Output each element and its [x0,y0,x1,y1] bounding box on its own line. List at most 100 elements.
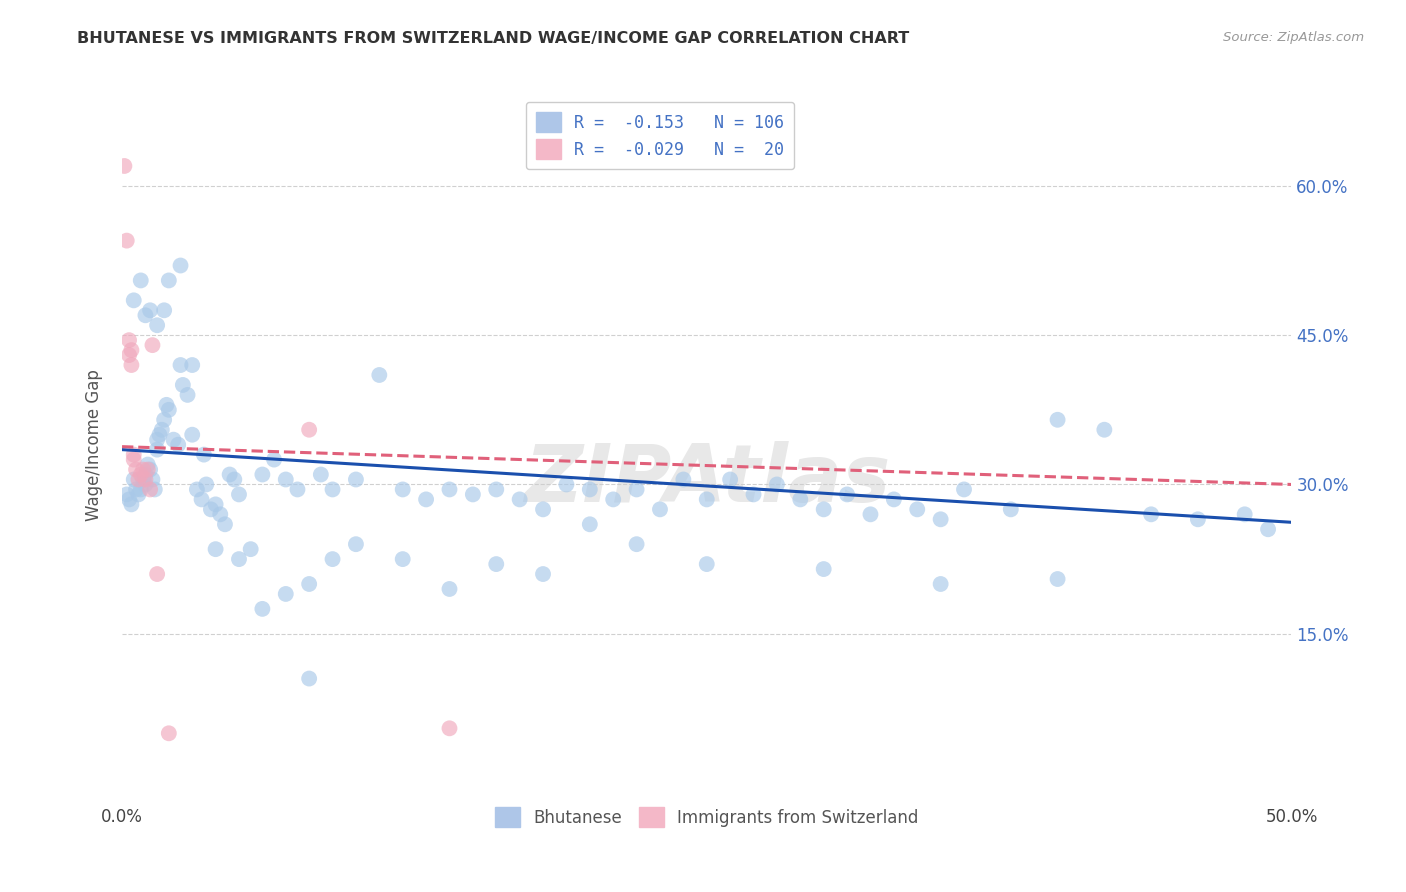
Point [953,483,976,497]
Point [132,462,155,476]
Point [1000,502,1022,516]
Point [172,378,194,392]
Point [115,487,138,501]
Point [122,452,145,467]
Point [120,358,142,372]
Point [461,487,484,501]
Point [1233,508,1256,522]
Point [200,502,222,516]
Point [1187,512,1209,526]
Point [274,587,297,601]
Point [120,497,142,511]
Point [204,497,226,511]
Point [298,423,321,437]
Point [274,473,297,487]
Point [252,467,274,482]
Point [415,492,437,507]
Point [139,462,162,476]
Point [344,473,367,487]
Legend: Bhutanese, Immigrants from Switzerland: Bhutanese, Immigrants from Switzerland [488,800,925,834]
Point [118,348,141,362]
Point [905,502,928,516]
Point [439,582,461,596]
Point [322,552,344,566]
Point [287,483,309,497]
Point [439,483,461,497]
Point [181,358,204,372]
Point [157,273,180,287]
Point [742,487,765,501]
Point [485,557,508,571]
Y-axis label: Wage/Income Gap: Wage/Income Gap [86,368,103,521]
Point [115,234,138,248]
Point [531,567,554,582]
Point [141,473,163,487]
Point [134,467,156,482]
Point [789,492,811,507]
Point [139,483,162,497]
Point [167,437,190,451]
Point [134,308,156,322]
Point [129,273,152,287]
Point [228,487,250,501]
Point [929,512,952,526]
Point [122,448,145,462]
Point [146,567,169,582]
Point [1257,522,1279,536]
Point [322,483,344,497]
Point [228,552,250,566]
Point [485,483,508,497]
Point [155,398,177,412]
Point [118,333,141,347]
Point [509,492,531,507]
Point [1046,572,1069,586]
Point [112,159,135,173]
Point [162,433,184,447]
Point [153,303,176,318]
Point [127,473,149,487]
Point [136,462,159,476]
Point [129,483,152,497]
Point [766,477,789,491]
Point [439,721,461,735]
Point [143,483,166,497]
Point [150,423,173,437]
Point [134,477,156,491]
Point [859,508,882,522]
Point [146,442,169,457]
Point [578,517,600,532]
Point [309,467,332,482]
Point [169,358,191,372]
Point [1046,413,1069,427]
Point [120,343,142,357]
Point [125,462,148,476]
Point [344,537,367,551]
Point [298,577,321,591]
Point [122,293,145,308]
Point [193,448,215,462]
Point [157,402,180,417]
Point [626,483,648,497]
Point [555,477,578,491]
Point [718,473,741,487]
Point [132,473,155,487]
Point [148,427,170,442]
Point [122,473,145,487]
Point [368,368,391,382]
Point [531,502,554,516]
Point [118,492,141,507]
Point [125,483,148,497]
Point [696,492,718,507]
Point [578,483,600,497]
Point [153,413,176,427]
Text: ZIPAtlas: ZIPAtlas [523,442,890,519]
Point [214,517,236,532]
Point [626,537,648,551]
Point [129,467,152,482]
Point [391,483,413,497]
Point [239,542,262,557]
Point [696,557,718,571]
Point [181,427,204,442]
Point [190,492,212,507]
Point [195,477,218,491]
